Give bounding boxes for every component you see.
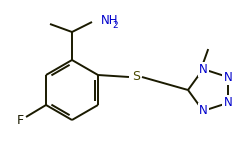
- Text: F: F: [16, 114, 24, 127]
- Text: N: N: [199, 104, 208, 117]
- Text: S: S: [132, 71, 140, 83]
- Text: N: N: [224, 96, 232, 109]
- Text: N: N: [224, 71, 232, 84]
- Text: N: N: [199, 63, 208, 76]
- Text: NH: NH: [101, 15, 118, 27]
- Text: 2: 2: [112, 20, 118, 29]
